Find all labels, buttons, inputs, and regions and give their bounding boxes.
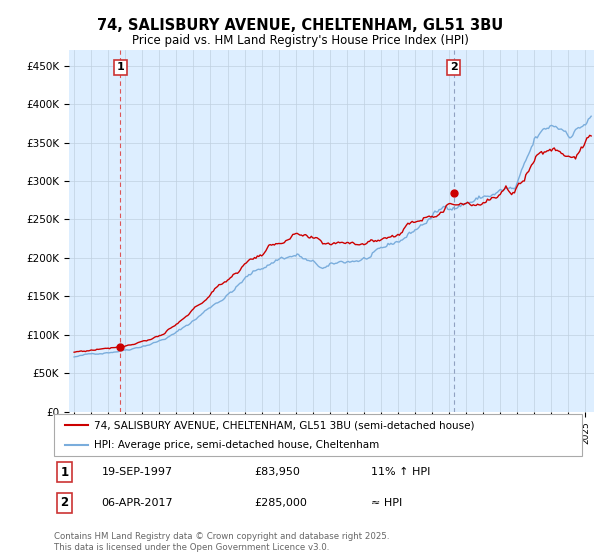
Text: 2: 2 <box>61 496 68 509</box>
Text: 06-APR-2017: 06-APR-2017 <box>101 498 173 508</box>
Text: Price paid vs. HM Land Registry's House Price Index (HPI): Price paid vs. HM Land Registry's House … <box>131 34 469 47</box>
Text: ≈ HPI: ≈ HPI <box>371 498 402 508</box>
Text: HPI: Average price, semi-detached house, Cheltenham: HPI: Average price, semi-detached house,… <box>94 441 379 450</box>
Text: £83,950: £83,950 <box>254 467 301 477</box>
Text: 11% ↑ HPI: 11% ↑ HPI <box>371 467 430 477</box>
Text: 1: 1 <box>116 62 124 72</box>
Text: 74, SALISBURY AVENUE, CHELTENHAM, GL51 3BU: 74, SALISBURY AVENUE, CHELTENHAM, GL51 3… <box>97 18 503 32</box>
Text: 74, SALISBURY AVENUE, CHELTENHAM, GL51 3BU (semi-detached house): 74, SALISBURY AVENUE, CHELTENHAM, GL51 3… <box>94 421 474 430</box>
Text: 19-SEP-1997: 19-SEP-1997 <box>101 467 173 477</box>
Text: £285,000: £285,000 <box>254 498 308 508</box>
Text: 2: 2 <box>450 62 458 72</box>
FancyBboxPatch shape <box>54 414 582 456</box>
Text: Contains HM Land Registry data © Crown copyright and database right 2025.
This d: Contains HM Land Registry data © Crown c… <box>54 533 389 552</box>
Text: 1: 1 <box>61 465 68 479</box>
